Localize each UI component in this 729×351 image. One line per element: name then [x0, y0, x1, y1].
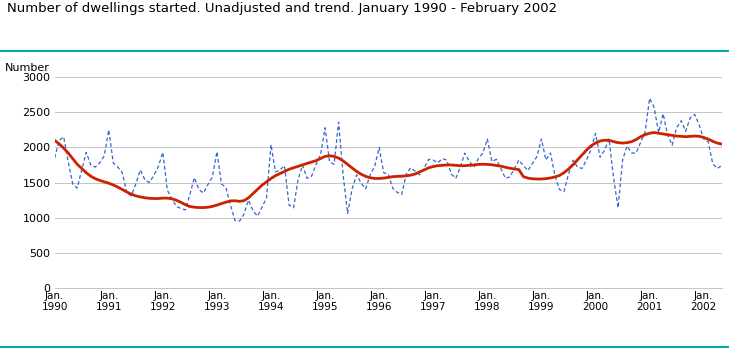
Text: Number of dwellings started. Unadjusted and trend. January 1990 - February 2002: Number of dwellings started. Unadjusted …	[7, 2, 558, 15]
Text: Number: Number	[4, 63, 50, 73]
